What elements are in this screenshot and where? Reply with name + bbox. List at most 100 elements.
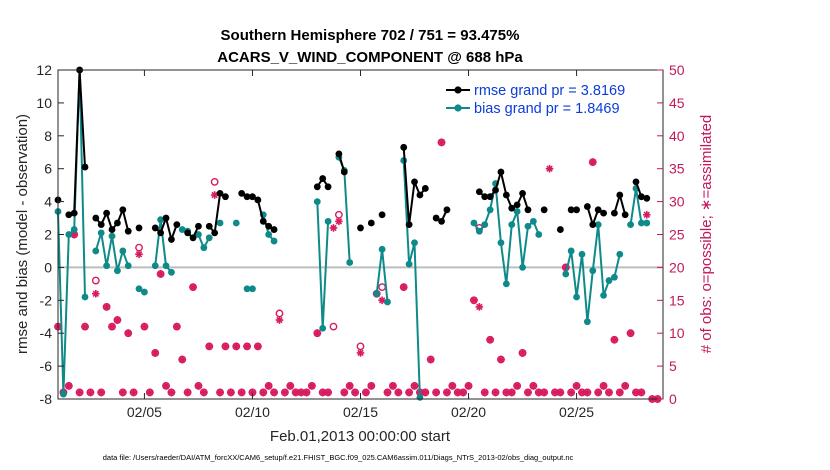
obs-assimilated-stroke — [249, 389, 256, 396]
obs-assimilated-stroke — [206, 343, 213, 350]
obs-assimilated-marker — [156, 270, 165, 278]
y2-tick-label: 20 — [669, 259, 685, 275]
rmse-point — [438, 217, 445, 225]
rmse-point — [135, 224, 143, 232]
obs-assimilated-stroke — [216, 389, 224, 396]
obs-assimilated-marker — [518, 349, 527, 357]
obs-assimilated-stroke — [616, 389, 624, 396]
obs-assimilated-stroke — [476, 303, 483, 311]
obs-assimilated-marker — [124, 329, 133, 337]
obs-assimilated-marker — [529, 382, 538, 390]
obs-assimilated-marker — [140, 322, 149, 331]
bias-point — [319, 324, 327, 332]
obs-assimilated-marker — [189, 283, 197, 291]
y-tick-label: -2 — [40, 292, 53, 308]
rmse-point — [405, 221, 413, 229]
bias-point — [373, 290, 381, 298]
x-tick-label: 02/25 — [559, 404, 594, 420]
rmse-point — [65, 211, 73, 219]
obs-assimilated-stroke — [184, 389, 191, 396]
obs-assimilated-marker — [97, 388, 106, 397]
obs-assimilated-marker — [335, 217, 343, 226]
obs-assimilated-stroke — [405, 389, 413, 396]
obs-assimilated-stroke — [265, 382, 272, 390]
chart-title: Southern Hemisphere 702 / 751 = 93.475% — [221, 27, 520, 44]
obs-assimilated-stroke — [519, 349, 526, 357]
y-tick-label: -6 — [40, 358, 53, 374]
obs-assimilated-stroke — [211, 191, 218, 199]
bias-point — [605, 277, 613, 284]
obs-assimilated-stroke — [87, 389, 94, 396]
rmse-point — [357, 224, 364, 232]
bias-point — [249, 285, 256, 293]
obs-assimilated-stroke — [481, 389, 488, 396]
bias-point — [70, 226, 78, 233]
obs-assimilated-marker — [362, 388, 370, 397]
bias-point — [124, 262, 132, 270]
rmse-point — [335, 150, 343, 158]
obs-assimilated-stroke — [81, 323, 89, 330]
bias-point — [313, 198, 321, 206]
obs-assimilated-marker — [243, 342, 251, 351]
rmse-point — [508, 204, 516, 212]
rmse-point — [589, 221, 597, 229]
obs-assimilated-stroke — [621, 382, 629, 390]
obs-assimilated-marker — [86, 388, 95, 397]
obs-assimilated-marker — [345, 382, 354, 390]
y2-tick-label: 50 — [669, 62, 685, 78]
obs-assimilated-stroke — [222, 343, 229, 350]
bias-point — [114, 267, 121, 275]
rmse-point — [616, 191, 624, 199]
bias-point — [119, 247, 127, 255]
bias-point — [567, 247, 575, 255]
rmse-point — [97, 221, 105, 229]
obs-assimilated-stroke — [238, 389, 245, 396]
obs-assimilated-stroke — [432, 389, 440, 396]
obs-assimilated-stroke — [314, 329, 321, 337]
obs-assimilated-stroke — [330, 224, 337, 232]
obs-assimilated-stroke — [600, 382, 607, 390]
obs-assimilated-stroke — [540, 389, 548, 396]
rmse-point — [513, 201, 521, 209]
obs-assimilated-marker — [119, 388, 127, 397]
obs-assimilated-stroke — [443, 389, 451, 396]
bias-point — [384, 298, 391, 306]
rmse-point — [151, 224, 159, 232]
bias-point — [513, 208, 521, 215]
bias-line-segment — [402, 160, 421, 398]
y-axis-right: 0 5 10 15 20 25 30 35 40 45 50 — [657, 62, 685, 407]
bias-series — [54, 66, 651, 401]
obs-assimilated-marker — [270, 388, 278, 397]
obs-assimilated-marker — [81, 322, 89, 331]
obs-assimilated-marker — [92, 289, 100, 298]
y2-tick-label: 40 — [669, 128, 685, 144]
rmse-point — [540, 206, 548, 214]
bias-point — [265, 231, 273, 238]
obs-assimilated-marker — [610, 335, 619, 344]
bias-point — [637, 219, 645, 227]
rmse-point — [162, 214, 170, 222]
obs-assimilated-marker — [572, 382, 581, 390]
obs-assimilated-stroke — [276, 316, 283, 324]
rmse-point — [594, 206, 602, 214]
obs-assimilated-marker — [567, 388, 575, 397]
obs-assimilated-stroke — [411, 382, 418, 390]
y-tick-label: 2 — [44, 227, 52, 243]
rmse-point — [643, 194, 651, 202]
obs-assimilated-marker — [540, 388, 548, 397]
y2-tick-label: 0 — [669, 391, 677, 407]
bias-point — [502, 280, 510, 288]
bias-point — [508, 221, 516, 229]
bias-point — [168, 268, 175, 276]
legend-box — [440, 78, 656, 122]
rmse-point — [432, 214, 440, 222]
obs-assimilated-stroke — [124, 329, 132, 337]
x-tick-label: 02/15 — [343, 404, 378, 420]
obs-assimilated-marker — [389, 382, 397, 390]
rmse-point — [81, 163, 89, 171]
bias-point — [60, 390, 67, 398]
rmse-point — [189, 234, 197, 242]
bias-point — [103, 262, 111, 270]
obs-assimilated-marker — [178, 355, 187, 364]
rmse-point — [313, 183, 321, 191]
